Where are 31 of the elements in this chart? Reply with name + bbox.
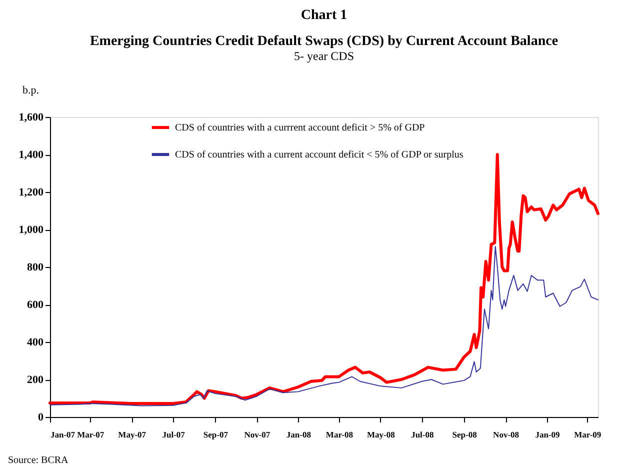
y-tick-label: 1,200 [18,186,44,198]
chart-title: Emerging Countries Credit Default Swaps (CDS) by Current Account Balance [90,34,558,49]
y-tick-label: 200 [27,374,44,386]
x-tick-label: May-07 [118,430,147,440]
source-note: Source: BCRA [8,455,70,466]
x-tick-label: Mar-08 [326,430,353,440]
x-tick-label: May-08 [367,430,395,440]
line-series [50,246,598,406]
legend-label: CDS of countries with a currrent account deficit > 5% of GDP [175,122,426,134]
y-tick-label: 400 [27,336,44,348]
y-tick-label: 800 [27,262,44,274]
y-axis-title: b.p. [22,84,40,96]
caption: Chart 1 [300,8,348,23]
x-tick-label: Nov-07 [244,430,271,440]
x-tick-label: Jan-07 [50,430,76,440]
x-tick-label: Jan-08 [286,430,311,440]
x-tick-label: Mar-07 [77,430,105,440]
y-tick-label: 1,000 [18,224,44,236]
chart-subtitle: 5- year CDS [294,49,354,63]
x-tick-label: Jul-08 [411,430,434,440]
x-tick-label: Jan-09 [535,430,560,440]
legend-label: CDS of countries with a current account deficit < 5% of GDP or surplus [175,150,464,160]
x-tick-label: Nov-08 [493,430,520,440]
x-tick-label: Jul-07 [162,430,186,440]
y-tick-label: 1,400 [18,149,44,161]
y-tick-label: 0 [38,412,44,424]
x-tick-label: Mar-09 [574,430,602,440]
x-tick-label: Sep-07 [203,430,229,440]
y-tick-label: 600 [27,299,44,311]
x-tick-label: Sep-08 [452,430,477,440]
y-tick-label: 1,600 [18,112,44,124]
